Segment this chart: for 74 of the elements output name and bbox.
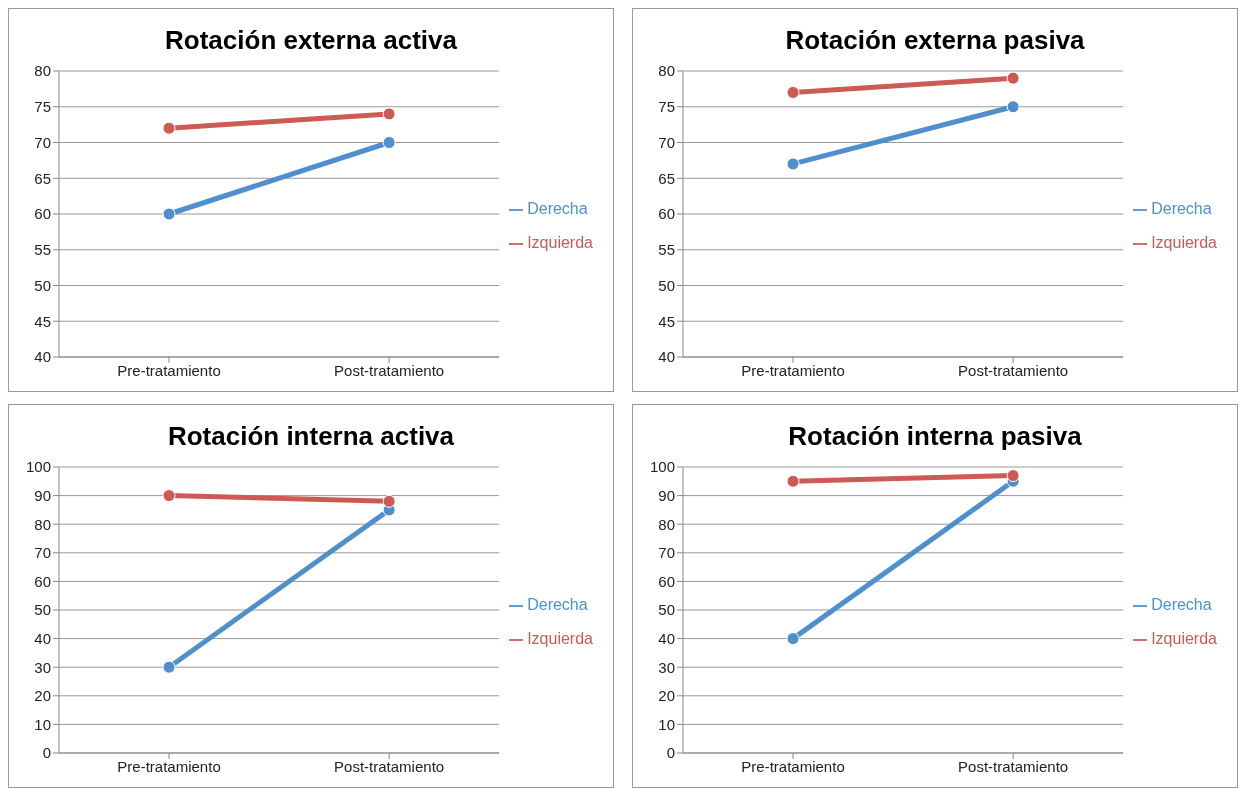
- y-tick-label: 60: [34, 205, 51, 223]
- y-tick-label: 50: [658, 601, 675, 619]
- point: [1006, 100, 1020, 114]
- legend-label: Izquierda: [527, 234, 593, 251]
- x-tick-label: Pre-tratamiento: [117, 757, 221, 775]
- y-tick-label: 0: [666, 744, 675, 762]
- point: [162, 121, 176, 135]
- y-tick-label: 80: [34, 62, 51, 80]
- x-tick-label: Post-tratamiento: [958, 361, 1069, 379]
- legend-label: Derecha: [1151, 200, 1212, 217]
- y-tick-label: 90: [34, 486, 51, 504]
- point: [382, 136, 396, 149]
- y-tick-label: 45: [34, 312, 51, 330]
- y-tick-label: 10: [658, 715, 675, 733]
- y-tick-label: 60: [34, 572, 51, 590]
- y-tick-label: 0: [42, 744, 51, 762]
- legend-label: Derecha: [527, 596, 588, 613]
- point: [162, 660, 176, 674]
- y-tick-label: 100: [25, 458, 51, 476]
- chart-title: Rotación externa activa: [164, 25, 458, 57]
- x-tick-label: Pre-tratamiento: [117, 361, 221, 379]
- legend-label: Derecha: [527, 200, 588, 217]
- y-tick-label: 55: [34, 241, 51, 259]
- point: [162, 207, 176, 221]
- point: [786, 632, 800, 646]
- y-tick-label: 45: [658, 312, 675, 330]
- y-tick-label: 90: [658, 486, 675, 504]
- y-tick-label: 70: [34, 544, 51, 562]
- chart-title: Rotación interna activa: [166, 421, 456, 453]
- point: [786, 157, 800, 171]
- y-tick-label: 55: [658, 241, 675, 259]
- y-tick-label: 70: [658, 133, 675, 151]
- y-tick-label: 100: [649, 458, 675, 476]
- point: [1006, 469, 1020, 483]
- y-tick-label: 80: [658, 62, 675, 80]
- legend-label: Izquierda: [1151, 234, 1217, 251]
- y-tick-label: 65: [658, 169, 675, 187]
- y-tick-label: 75: [34, 98, 51, 116]
- legend-label: Derecha: [1151, 596, 1212, 613]
- y-tick-label: 80: [34, 515, 51, 533]
- y-tick-label: 70: [658, 544, 675, 562]
- y-tick-label: 70: [34, 133, 51, 151]
- y-tick-label: 60: [658, 205, 675, 223]
- y-tick-label: 75: [658, 98, 675, 116]
- y-tick-label: 50: [34, 276, 51, 294]
- legend-label: Izquierda: [1151, 630, 1217, 647]
- point: [786, 474, 800, 488]
- point: [1006, 71, 1020, 85]
- x-tick-label: Post-tratamiento: [334, 757, 445, 775]
- x-tick-label: Pre-tratamiento: [741, 361, 845, 379]
- y-tick-label: 40: [34, 348, 51, 366]
- y-tick-label: 40: [34, 629, 51, 647]
- y-tick-label: 30: [658, 658, 675, 676]
- y-tick-label: 30: [34, 658, 51, 676]
- point: [382, 494, 396, 508]
- point: [382, 107, 396, 121]
- chart-title: Rotación interna pasiva: [787, 421, 1083, 453]
- x-tick-label: Post-tratamiento: [958, 757, 1069, 775]
- y-tick-label: 40: [658, 348, 675, 366]
- y-tick-label: 80: [658, 515, 675, 533]
- y-tick-label: 50: [658, 276, 675, 294]
- y-tick-label: 20: [658, 687, 675, 705]
- y-tick-label: 10: [34, 715, 51, 733]
- legend-label: Izquierda: [527, 630, 593, 647]
- y-tick-label: 40: [658, 629, 675, 647]
- x-tick-label: Post-tratamiento: [334, 361, 445, 379]
- x-tick-label: Pre-tratamiento: [741, 757, 845, 775]
- point: [162, 489, 176, 503]
- chart-title: Rotación externa pasiva: [784, 25, 1086, 57]
- point: [786, 85, 800, 99]
- y-tick-label: 65: [34, 169, 51, 187]
- y-tick-label: 60: [658, 572, 675, 590]
- y-tick-label: 20: [34, 687, 51, 705]
- y-tick-label: 50: [34, 601, 51, 619]
